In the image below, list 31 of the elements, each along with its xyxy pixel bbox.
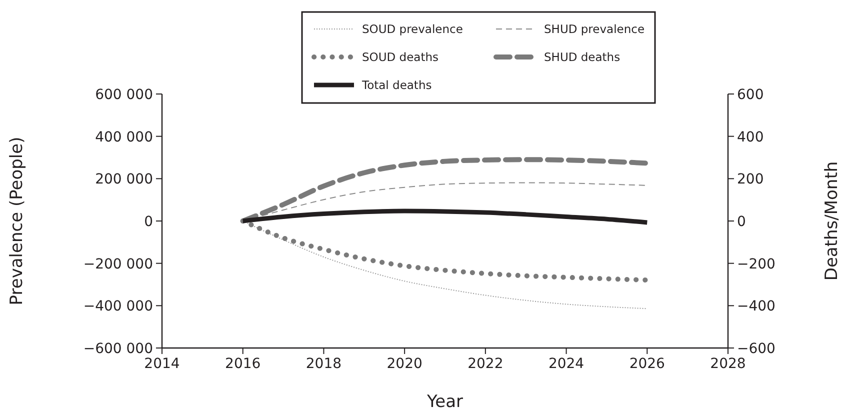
legend-label: SOUD prevalence: [362, 22, 463, 36]
y-tick-label: 600 000: [95, 87, 153, 103]
legend-label: SHUD prevalence: [544, 22, 645, 36]
y-tick-label: 0: [144, 214, 153, 230]
legend-label: SHUD deaths: [544, 50, 620, 64]
x-tick-label: 2014: [144, 356, 180, 372]
y2-tick-label: 400: [737, 129, 764, 146]
x-axis-title: Year: [426, 392, 464, 412]
x-tick-label: 2024: [548, 356, 584, 372]
y2-tick-label: −200: [737, 256, 776, 272]
x-tick-label: 2016: [225, 356, 261, 372]
y2-axis-title: Deaths/Month: [822, 161, 842, 281]
y-tick-label: −600 000: [83, 341, 153, 357]
y-tick-label: −200 000: [83, 256, 153, 272]
y2-tick-label: −400: [737, 298, 776, 315]
y-tick-label: 200 000: [95, 172, 153, 188]
y2-tick-label: −600: [737, 341, 776, 357]
y-axis-title: Prevalence (People): [7, 136, 27, 306]
y2-tick-label: 0: [737, 214, 746, 230]
x-tick-label: 2018: [306, 356, 342, 372]
y2-tick-label: 200: [737, 172, 764, 188]
y-tick-label: −400 000: [83, 298, 153, 315]
x-tick-label: 2028: [710, 356, 746, 372]
x-tick-label: 2022: [468, 356, 504, 372]
legend-label: Total deaths: [361, 78, 432, 92]
legend-label: SOUD deaths: [362, 50, 438, 64]
line-series: [240, 208, 650, 225]
x-tick-label: 2026: [629, 356, 666, 372]
y-tick-label: 400 000: [95, 129, 153, 146]
x-tick-label: 2020: [386, 356, 422, 372]
y2-tick-label: 600: [737, 87, 764, 103]
